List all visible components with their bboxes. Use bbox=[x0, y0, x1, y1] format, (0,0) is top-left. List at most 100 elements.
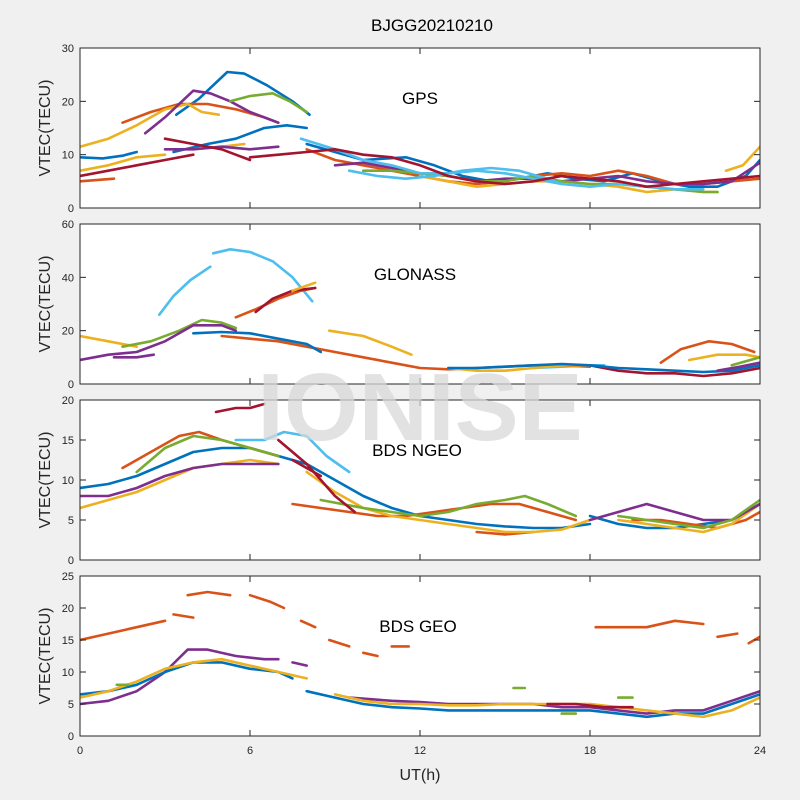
series-line bbox=[80, 177, 116, 183]
series-line bbox=[143, 89, 280, 135]
series-line bbox=[214, 402, 266, 414]
x-tick-label: 6 bbox=[247, 745, 253, 757]
y-tick-label: 20 bbox=[62, 395, 74, 407]
series-line bbox=[112, 353, 155, 359]
y-tick-label: 5 bbox=[68, 515, 74, 527]
plot-area bbox=[80, 400, 760, 560]
x-tick-label: 24 bbox=[754, 745, 766, 757]
series-line bbox=[716, 361, 760, 372]
panel-title: BDS NGEO bbox=[372, 441, 462, 460]
y-axis-label: VTEC(TECU) bbox=[37, 256, 54, 353]
y-tick-label: 0 bbox=[68, 555, 74, 567]
panel-title: GLONASS bbox=[374, 265, 456, 284]
series-line bbox=[594, 619, 705, 629]
y-tick-label: 15 bbox=[62, 435, 74, 447]
y-tick-label: 10 bbox=[62, 475, 74, 487]
series-line bbox=[80, 657, 308, 699]
series-line bbox=[80, 153, 167, 172]
series-line bbox=[80, 153, 195, 178]
series-line bbox=[319, 494, 578, 518]
figure-title: BJGG20210210 bbox=[371, 16, 493, 35]
series-line bbox=[172, 613, 195, 619]
y-tick-label: 25 bbox=[62, 571, 74, 583]
y-tick-label: 20 bbox=[62, 326, 74, 338]
series-line bbox=[347, 689, 760, 715]
series-line bbox=[730, 356, 760, 367]
series-line bbox=[80, 619, 167, 642]
x-axis-label: UT(h) bbox=[400, 767, 441, 784]
series-line bbox=[186, 590, 232, 597]
series-line bbox=[80, 150, 138, 160]
series-line bbox=[254, 286, 317, 314]
series-line bbox=[248, 148, 760, 188]
panel-3: 0 5 10 15 20 VTEC(TECU) BDS NGEO bbox=[37, 395, 761, 567]
y-axis-label: VTEC(TECU) bbox=[37, 432, 54, 529]
panel-title: BDS GEO bbox=[379, 617, 456, 636]
y-tick-label: 5 bbox=[68, 699, 74, 711]
series-line bbox=[631, 510, 760, 530]
series-line bbox=[299, 619, 317, 629]
series-line bbox=[291, 502, 578, 522]
series-line bbox=[291, 458, 323, 478]
watermark: IONISE bbox=[257, 354, 582, 461]
y-axis-label: VTEC(TECU) bbox=[37, 608, 54, 705]
series-line bbox=[80, 462, 280, 498]
panel-2: 0 20 40 60 VTEC(TECU) GLONASS bbox=[37, 219, 761, 391]
series-line bbox=[347, 166, 563, 186]
series-line bbox=[121, 318, 238, 348]
series-line bbox=[328, 329, 413, 356]
plot-area bbox=[80, 224, 760, 384]
series-line bbox=[175, 70, 311, 116]
series-line bbox=[158, 265, 212, 316]
series-group bbox=[80, 590, 760, 719]
y-tick-label: 20 bbox=[62, 603, 74, 615]
x-tick-label: 12 bbox=[414, 745, 426, 757]
series-group bbox=[80, 402, 760, 536]
series-group bbox=[80, 248, 760, 378]
y-axis-label: VTEC(TECU) bbox=[37, 80, 54, 177]
series-line bbox=[546, 702, 634, 709]
series-line bbox=[248, 593, 286, 610]
series-line bbox=[163, 137, 252, 162]
x-tick-label: 18 bbox=[584, 745, 596, 757]
y-tick-label: 0 bbox=[68, 203, 74, 215]
panel-4: 0 5 10 15 20 25 0 6 12 18 24 VTEC(TECU) BDS GEO bbox=[37, 571, 766, 757]
series-line bbox=[80, 648, 280, 706]
series-line bbox=[80, 102, 221, 148]
series-line bbox=[716, 632, 739, 639]
plot-area bbox=[80, 48, 760, 208]
series-line bbox=[192, 330, 323, 354]
x-tick-label: 0 bbox=[77, 745, 83, 757]
series-line bbox=[659, 340, 756, 364]
series-line bbox=[277, 438, 357, 514]
series-line bbox=[617, 498, 760, 530]
y-tick-label: 40 bbox=[62, 272, 74, 284]
series-line bbox=[80, 458, 280, 510]
y-tick-label: 10 bbox=[62, 150, 74, 162]
series-line bbox=[447, 362, 760, 374]
series-line bbox=[228, 92, 308, 114]
y-tick-label: 10 bbox=[62, 667, 74, 679]
panel-title: GPS bbox=[402, 89, 438, 108]
panel-1: 0 10 20 30 VTEC(TECU) GPS bbox=[37, 43, 761, 215]
series-line bbox=[211, 248, 314, 303]
series-line bbox=[588, 364, 760, 378]
series-line bbox=[724, 145, 760, 172]
series-line bbox=[80, 446, 592, 530]
series-line bbox=[362, 651, 379, 658]
series-line bbox=[291, 661, 308, 667]
series-line bbox=[687, 353, 760, 362]
y-tick-label: 30 bbox=[62, 43, 74, 55]
series-line bbox=[135, 434, 280, 474]
series-group bbox=[80, 70, 760, 194]
series-line bbox=[80, 324, 238, 362]
y-tick-label: 15 bbox=[62, 635, 74, 647]
y-tick-label: 0 bbox=[68, 731, 74, 743]
y-tick-label: 20 bbox=[62, 96, 74, 108]
y-tick-label: 0 bbox=[68, 379, 74, 391]
series-line bbox=[291, 281, 317, 292]
series-line bbox=[328, 638, 351, 648]
series-line bbox=[234, 430, 351, 474]
series-line bbox=[617, 502, 760, 534]
